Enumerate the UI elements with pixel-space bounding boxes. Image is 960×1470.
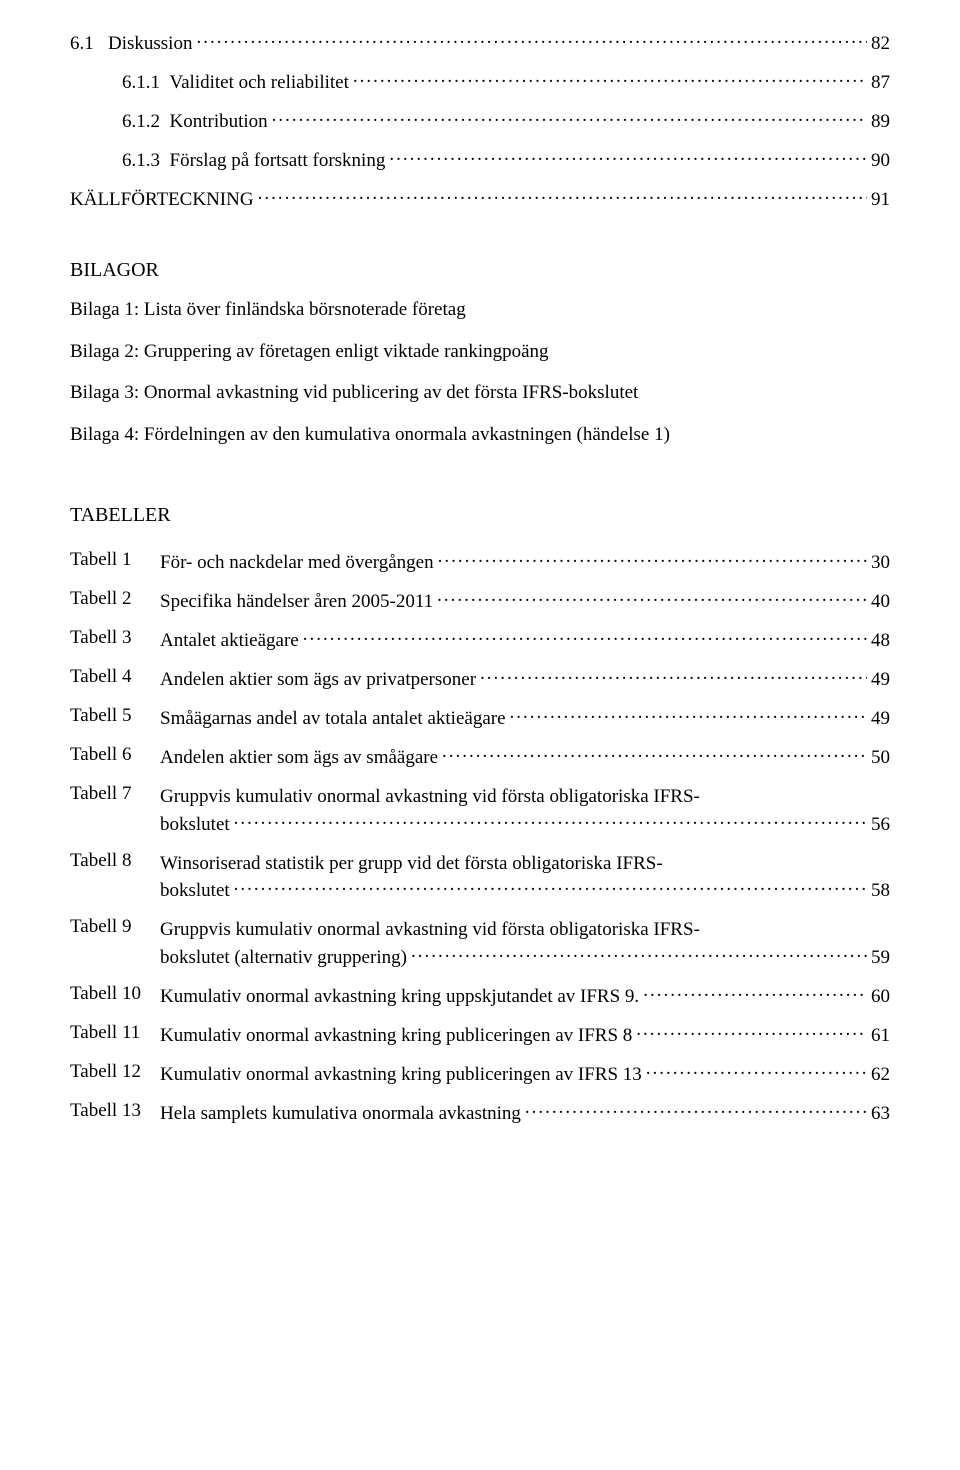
tabell-page-number: 63 [871, 1103, 890, 1125]
tabell-entry: Tabell 1 För- och nackdelar med övergång… [70, 549, 890, 574]
tabell-text: Kumulativ onormal avkastning kring uppsk… [160, 986, 639, 1008]
tabell-page-number: 48 [871, 630, 890, 652]
tabell-entry: Tabell 2 Specifika händelser åren 2005-2… [70, 588, 890, 613]
tabell-id: Tabell 13 [70, 1100, 160, 1122]
tabell-id: Tabell 12 [70, 1061, 160, 1083]
tabell-page-number: 40 [871, 591, 890, 613]
bilaga-item: Bilaga 2: Gruppering av företagen enligt… [70, 338, 890, 366]
tabell-id: Tabell 11 [70, 1022, 160, 1044]
tabell-entry: Tabell 4 Andelen aktier som ägs av priva… [70, 666, 890, 691]
toc-leader-dots [389, 147, 867, 166]
tabell-page-number: 50 [871, 747, 890, 769]
tabell-entry: Tabell 3 Antalet aktieägare 48 [70, 627, 890, 652]
tabell-leader-dots [646, 1061, 867, 1080]
tabell-text: Hela samplets kumulativa onormala avkast… [160, 1103, 521, 1125]
toc-page-number: 90 [871, 150, 890, 172]
tabell-leader-dots [234, 811, 867, 830]
tabell-page-number: 30 [871, 552, 890, 574]
toc-leader-dots [258, 186, 867, 205]
tabell-text-line1: Winsoriserad statistik per grupp vid det… [160, 850, 890, 878]
tabell-leader-dots [510, 705, 867, 724]
tabell-id: Tabell 8 [70, 850, 160, 872]
toc-entry: 6.1.2 Kontribution 89 [70, 108, 890, 133]
tabell-leader-dots [442, 744, 867, 763]
bilaga-item: Bilaga 1: Lista över finländska börsnote… [70, 296, 890, 324]
tabell-text: Småägarnas andel av totala antalet aktie… [160, 708, 506, 730]
tabell-text: Specifika händelser åren 2005-2011 [160, 591, 433, 613]
tabell-text-line2: bokslutet (alternativ gruppering) [160, 947, 407, 969]
toc-entry: 6.1.3 Förslag på fortsatt forskning 90 [70, 147, 890, 172]
tabeller-heading: TABELLER [70, 504, 890, 527]
tabell-page-number: 60 [871, 986, 890, 1008]
tabell-entry: Tabell 5 Småägarnas andel av totala anta… [70, 705, 890, 730]
toc-page-number: 89 [871, 111, 890, 133]
tabell-entry: Tabell 6 Andelen aktier som ägs av småäg… [70, 744, 890, 769]
tabell-id: Tabell 4 [70, 666, 160, 688]
tabell-entry: Tabell 10 Kumulativ onormal avkastning k… [70, 983, 890, 1008]
tabell-id: Tabell 2 [70, 588, 160, 610]
tabell-entry: Tabell 8 Winsoriserad statistik per grup… [70, 850, 890, 903]
toc-leader-dots [272, 108, 867, 127]
tabell-entry: Tabell 13 Hela samplets kumulativa onorm… [70, 1100, 890, 1125]
tabell-page-number: 62 [871, 1064, 890, 1086]
tabell-entry: Tabell 9 Gruppvis kumulativ onormal avka… [70, 916, 890, 969]
tabell-leader-dots [480, 666, 867, 685]
tabell-leader-dots [636, 1022, 867, 1041]
toc-page-number: 82 [871, 33, 890, 55]
tabell-text: Andelen aktier som ägs av privatpersoner [160, 669, 476, 691]
bilaga-item: Bilaga 4: Fördelningen av den kumulativa… [70, 421, 890, 449]
tabell-text: Kumulativ onormal avkastning kring publi… [160, 1025, 632, 1047]
tabell-entry: Tabell 7 Gruppvis kumulativ onormal avka… [70, 783, 890, 836]
tabell-page-number: 49 [871, 669, 890, 691]
toc-page-number: 87 [871, 72, 890, 94]
tabell-id: Tabell 9 [70, 916, 160, 938]
tabell-text-line1: Gruppvis kumulativ onormal avkastning vi… [160, 783, 890, 811]
tabell-page-number: 49 [871, 708, 890, 730]
tabell-leader-dots [525, 1100, 867, 1119]
tabell-text: Kumulativ onormal avkastning kring publi… [160, 1064, 642, 1086]
tabell-text: För- och nackdelar med övergången [160, 552, 434, 574]
toc-leader-dots [353, 69, 867, 88]
bilaga-item: Bilaga 3: Onormal avkastning vid publice… [70, 379, 890, 407]
bilagor-heading: BILAGOR [70, 259, 890, 282]
document-page: 6.1 Diskussion 82 6.1.1 Validitet och re… [0, 0, 960, 1179]
toc-label: 6.1.1 Validitet och reliabilitet [122, 72, 349, 94]
tabell-text: Andelen aktier som ägs av småägare [160, 747, 438, 769]
tabell-entry: Tabell 11 Kumulativ onormal avkastning k… [70, 1022, 890, 1047]
toc-entry: KÄLLFÖRTECKNING 91 [70, 186, 890, 211]
tabell-page-number: 58 [871, 880, 890, 902]
tabell-entry: Tabell 12 Kumulativ onormal avkastning k… [70, 1061, 890, 1086]
tabell-id: Tabell 1 [70, 549, 160, 571]
toc-leader-dots [196, 30, 867, 49]
tabell-leader-dots [643, 983, 867, 1002]
tabell-page-number: 59 [871, 947, 890, 969]
toc-page-number: 91 [871, 189, 890, 211]
tabell-id: Tabell 10 [70, 983, 160, 1005]
toc-label: 6.1 Diskussion [70, 33, 192, 55]
tabell-id: Tabell 3 [70, 627, 160, 649]
tabell-id: Tabell 7 [70, 783, 160, 805]
tabell-leader-dots [234, 877, 867, 896]
toc-label: 6.1.3 Förslag på fortsatt forskning [122, 150, 385, 172]
tabell-text: Antalet aktieägare [160, 630, 299, 652]
tabell-id: Tabell 5 [70, 705, 160, 727]
tabell-leader-dots [411, 944, 867, 963]
tabell-id: Tabell 6 [70, 744, 160, 766]
tabell-text-line2: bokslutet [160, 880, 230, 902]
tabell-leader-dots [438, 549, 867, 568]
tabell-text-line2: bokslutet [160, 814, 230, 836]
tabell-text-line1: Gruppvis kumulativ onormal avkastning vi… [160, 916, 890, 944]
tabell-page-number: 61 [871, 1025, 890, 1047]
tabell-page-number: 56 [871, 814, 890, 836]
toc-entry: 6.1.1 Validitet och reliabilitet 87 [70, 69, 890, 94]
tabell-leader-dots [303, 627, 867, 646]
tabell-leader-dots [437, 588, 867, 607]
toc-label: KÄLLFÖRTECKNING [70, 189, 254, 211]
toc-entry: 6.1 Diskussion 82 [70, 30, 890, 55]
toc-label: 6.1.2 Kontribution [122, 111, 268, 133]
